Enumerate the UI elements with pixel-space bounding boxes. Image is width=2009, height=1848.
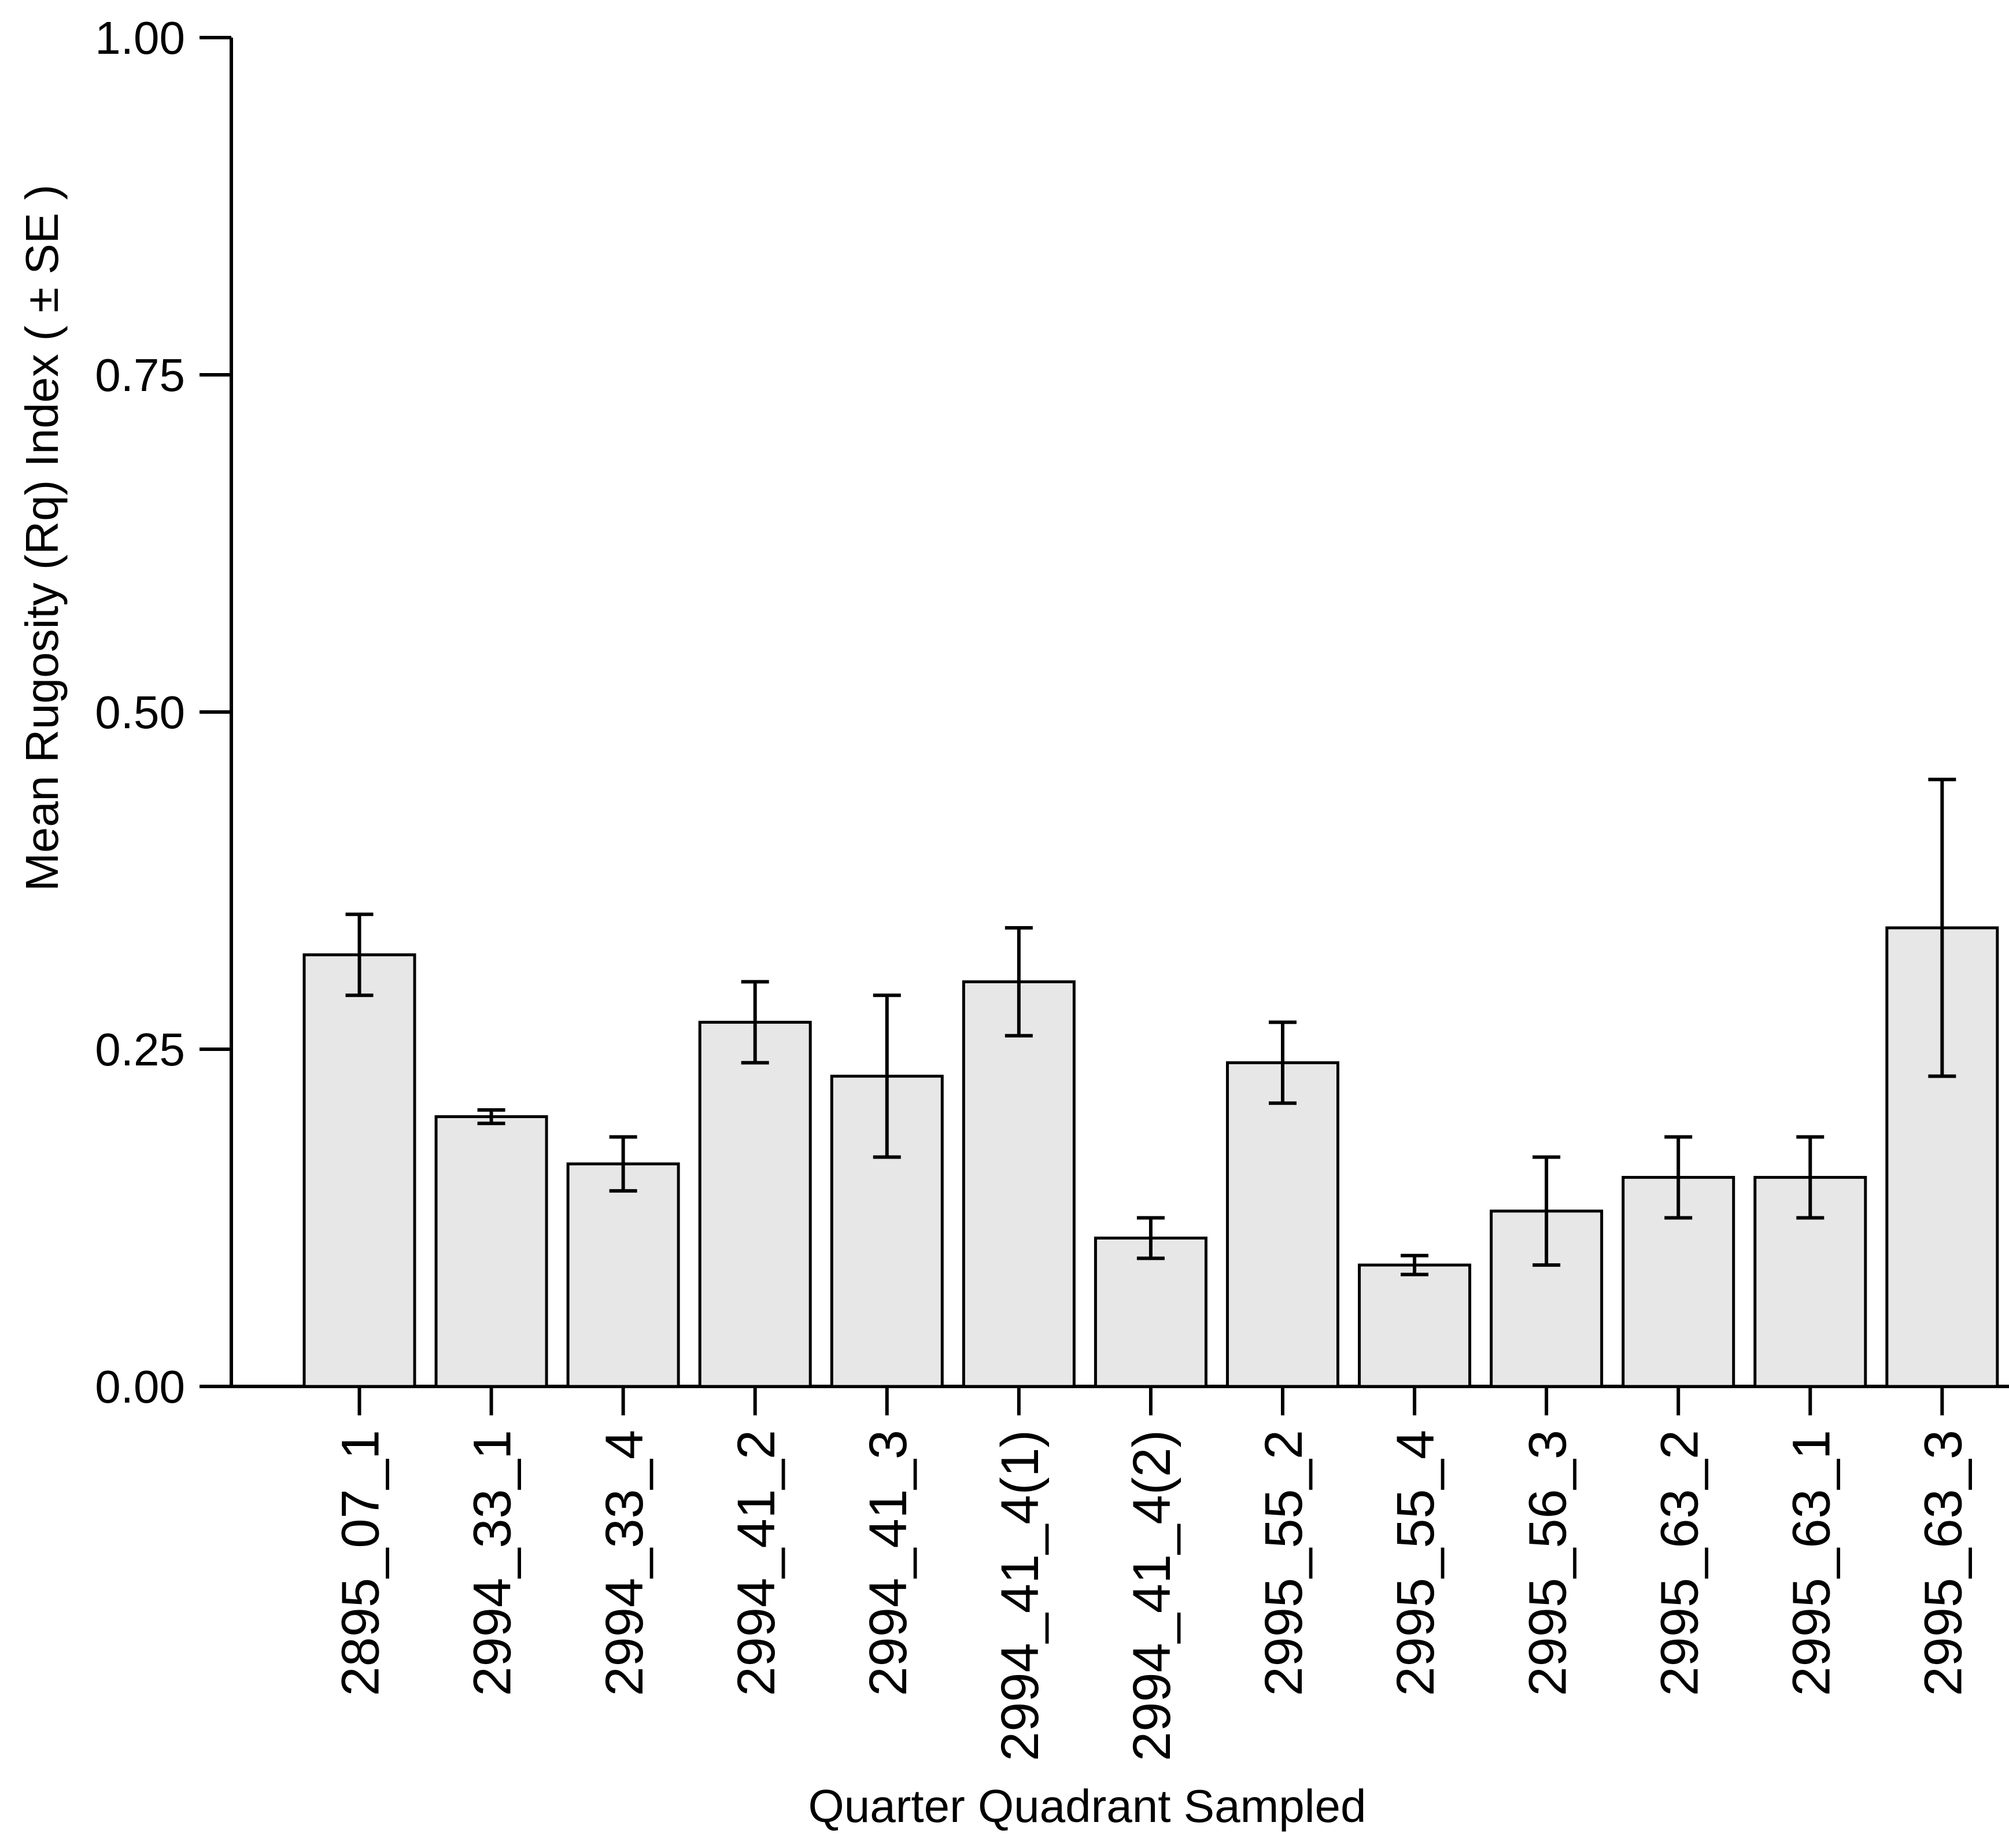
x-tick-label-2995_63_2: 2995_63_2	[1650, 1430, 1709, 1696]
y-axis-title: Mean Rugosity (Rq) Index ( ± SE )	[16, 185, 68, 891]
y-tick-label-0.75: 0.75	[95, 349, 185, 401]
y-tick-label-1.00: 1.00	[95, 12, 185, 64]
x-tick-label-2995_63_1: 2995_63_1	[1782, 1430, 1841, 1696]
bar-2994_41_4(1)	[962, 980, 1076, 1388]
x-tick-label-2995_55_2: 2995_55_2	[1254, 1430, 1313, 1696]
x-tick-label-2994_33_1: 2994_33_1	[463, 1430, 522, 1696]
x-axis-title: Quarter Quadrant Sampled	[808, 1780, 1367, 1832]
bar-2995_55_4	[1358, 1263, 1472, 1388]
x-tick-label-2994_41_3: 2994_41_3	[859, 1430, 918, 1696]
x-tick-label-2994_33_4: 2994_33_4	[595, 1430, 654, 1696]
x-tick-label-2995_56_3: 2995_56_3	[1518, 1430, 1577, 1696]
bar-2994_41_2	[698, 1020, 812, 1388]
y-tick-label-0.25: 0.25	[95, 1024, 185, 1075]
y-tick-label-0.50: 0.50	[95, 687, 185, 738]
x-tick-label-2994_41_2: 2994_41_2	[727, 1430, 786, 1696]
x-tick-label-2994_41_4(1): 2994_41_4(1)	[991, 1430, 1050, 1761]
bar-2994_41_4(2)	[1094, 1236, 1207, 1388]
y-tick-label-0.00: 0.00	[95, 1361, 185, 1412]
x-tick-label-2895_07_1: 2895_07_1	[331, 1430, 390, 1696]
x-tick-label-2995_63_3: 2995_63_3	[1914, 1430, 1973, 1696]
x-tick-label-2995_55_4: 2995_55_4	[1386, 1430, 1445, 1696]
bar-2994_33_4	[566, 1162, 680, 1388]
plot-layer: 0.00 0.25 0.50 0.75 1.00 2895_07_1 2994_33_1 29…	[95, 12, 2009, 1761]
bar-2895_07_1	[302, 953, 416, 1388]
x-tick-label-2994_41_4(2): 2994_41_4(2)	[1122, 1430, 1181, 1761]
bar-2994_33_1	[434, 1115, 548, 1388]
bar-2995_55_2	[1225, 1061, 1339, 1388]
